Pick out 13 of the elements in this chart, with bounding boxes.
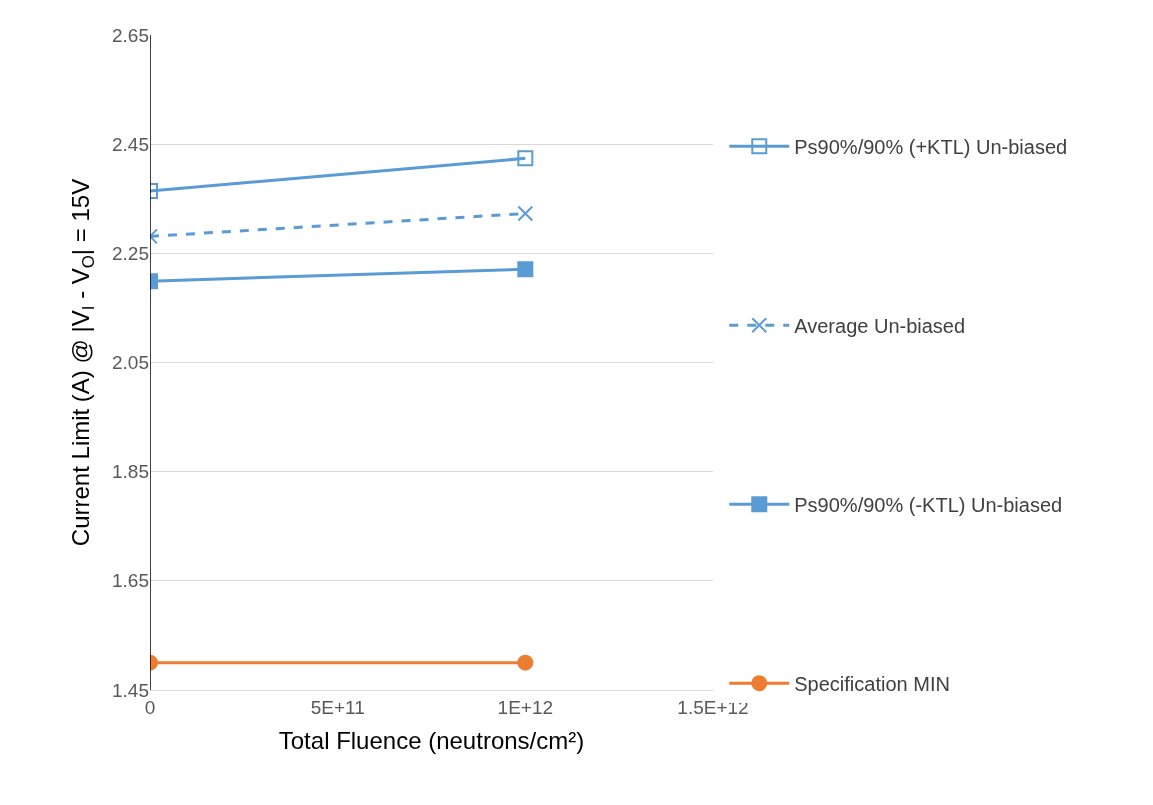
legend-label: Ps90%/90% (-KTL) Un-biased	[794, 494, 1063, 516]
legend-label: Average Un-biased	[794, 315, 966, 337]
x-axis-title: Total Fluence (neutrons/cm²)	[278, 727, 585, 755]
y-tick-label: 2.25	[112, 242, 149, 264]
legend-label: Ps90%/90% (+KTL) Un-biased	[794, 136, 1068, 158]
y-tick-label: 2.65	[112, 24, 149, 46]
y-tick-label: 1.85	[112, 461, 149, 483]
y-tick-label: 1.65	[112, 570, 149, 592]
x-tick-label: 1E+12	[497, 696, 554, 718]
y-tick-label: 2.45	[112, 133, 149, 155]
legend-label: Specification MIN	[794, 673, 950, 695]
y-tick-label: 2.05	[112, 352, 149, 374]
x-tick-label: 5E+11	[310, 696, 365, 718]
